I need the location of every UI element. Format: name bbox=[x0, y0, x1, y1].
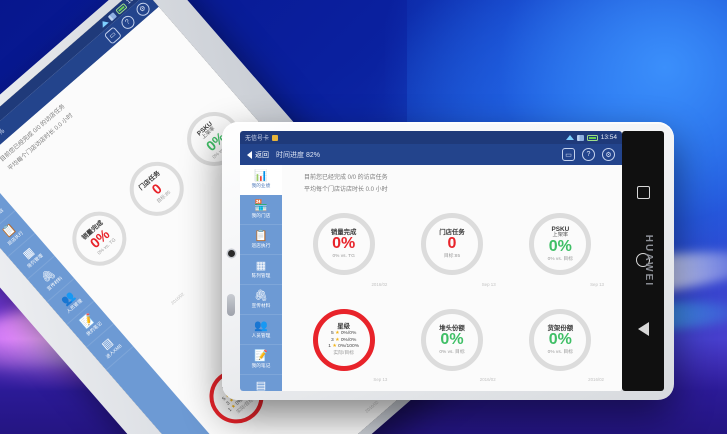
message-icon[interactable]: ▭ bbox=[562, 148, 575, 161]
sidebar-item-0[interactable]: 📊 我的业绩 bbox=[240, 165, 282, 195]
gauge-footer: 0% vs. 目标 bbox=[439, 349, 465, 355]
gauge-footer: 0% vs. 目标 bbox=[547, 349, 573, 355]
gauge-value: 0% bbox=[548, 238, 572, 256]
sidebar-item-1[interactable]: 🏪我的门店 bbox=[240, 195, 282, 225]
gauge-date: 2016/02 bbox=[364, 399, 380, 414]
summary-line-duration: 平均每个门店访店时长 0.0 小时 bbox=[304, 187, 388, 193]
gauge-footer: 目标:85 bbox=[443, 254, 461, 260]
sidebar-item-label: 我的门店 bbox=[251, 212, 271, 218]
store-icon: 🏪 bbox=[254, 199, 268, 212]
back-triangle-icon[interactable] bbox=[637, 321, 649, 336]
gauge-star-row: 5 ★ 0%/0% bbox=[330, 331, 357, 337]
gauge-date: Sep 13 bbox=[373, 377, 388, 382]
gauge-date: 2016/02 bbox=[371, 281, 388, 287]
chart-icon: 📊 bbox=[254, 169, 268, 182]
note-icon: 📝 bbox=[254, 349, 268, 362]
gauge-title: 堆头份额 bbox=[439, 324, 465, 332]
sidebar-item-label: 我的业绩 bbox=[251, 182, 271, 188]
gauge-title: PSKU bbox=[551, 226, 570, 234]
gauge-ring: 销量完成 0% 0% vs. TG bbox=[312, 213, 375, 276]
back-label: 返回 bbox=[255, 151, 269, 159]
card-icon: ▤ bbox=[255, 379, 267, 391]
app-screen-front: 无信号卡 13:54 返回 时间进度 82% ▭ ? ⚙ 📊 我的业绩 🏪 我的门店 📋… bbox=[240, 131, 622, 391]
gauge-star-row: 3 ★ 0%/0% bbox=[330, 337, 357, 343]
main-content: 目前您已经完成 0/0 的访店任务 平均每个门店访店时长 0.0 小时 销量完成… bbox=[282, 165, 622, 391]
gauge-value: 0% bbox=[440, 330, 464, 348]
sidebar-item-6[interactable]: 📝 我的笔记 bbox=[240, 345, 282, 375]
sidebar-item-label: 陈列管理 bbox=[251, 272, 271, 278]
gauge-star-rows: 5 ★ 0%/0%3 ★ 0%/0%1 ★ 0%/100% bbox=[328, 331, 359, 349]
foreground-tablet: 无信号卡 13:54 返回 时间进度 82% ▭ ? ⚙ 📊 我的业绩 🏪 我的门店 📋… bbox=[222, 122, 674, 400]
gauge-title: 货架份额 bbox=[547, 324, 574, 332]
sidebar-item-label: 人员管理 bbox=[251, 332, 271, 338]
gauge-card-0[interactable]: 销量完成 0% 0% vs. TG 2016/02 bbox=[290, 197, 397, 292]
side-port bbox=[227, 294, 235, 317]
gauge-footer: 0% vs. 目标 bbox=[547, 256, 573, 262]
sidebar-item-5[interactable]: 👥 人员管理 bbox=[240, 315, 282, 345]
people-icon: 👥 bbox=[254, 319, 268, 332]
sidebar: 📊我的业绩🏪我的门店📋巡店执行▦陈列管理🖇宣传材料👥人员管理📝我的笔记▤进入XM… bbox=[240, 165, 282, 391]
sidebar-item-2[interactable]: 📋 巡店执行 bbox=[240, 225, 282, 255]
gauge-ring: 门店任务 0 目标:85 bbox=[420, 213, 483, 276]
clipboard-icon: 📋 bbox=[254, 229, 268, 242]
gauge-date: Sep 13 bbox=[481, 281, 496, 287]
carrier-label: 无信号卡 bbox=[245, 136, 270, 142]
gauge-value: 0% bbox=[332, 235, 356, 253]
gauge-date: 2016/02 bbox=[588, 377, 604, 382]
app-bar: 返回 时间进度 82% ▭ ? ⚙ bbox=[240, 144, 622, 165]
app-body: 📊我的业绩🏪我的门店📋巡店执行▦陈列管理🖇宣传材料👥人员管理📝我的笔记▤进入XM… bbox=[240, 165, 622, 391]
sidebar-item-3[interactable]: ▦ 陈列管理 bbox=[240, 255, 282, 285]
sidebar-item-7[interactable]: ▤进入XM8 bbox=[240, 375, 282, 391]
gauge-grid: 销量完成 0% 0% vs. TG 2016/02 门店任务 0 目标:85 Sep 13 PS… bbox=[290, 197, 614, 387]
battery-icon bbox=[586, 134, 598, 141]
brand-logo: HUAWEI bbox=[643, 234, 655, 288]
summary-line-tasks: 目前您已经完成 0/0 的访店任务 bbox=[304, 175, 388, 181]
sidebar-item-label: 宣传材料 bbox=[251, 302, 271, 308]
gauge-star-row: 1 ★ 0%/100% bbox=[328, 343, 360, 349]
navigation-bar bbox=[622, 131, 664, 391]
recent-apps-icon[interactable] bbox=[636, 186, 650, 200]
front-camera-icon bbox=[228, 249, 235, 257]
grid-icon: ▦ bbox=[255, 259, 267, 272]
signal-icon bbox=[576, 134, 584, 141]
gauge-footer: 0% vs. TG bbox=[332, 254, 355, 260]
gauge-footer: 实际/目标 bbox=[333, 350, 354, 356]
clock-label: 13:54 bbox=[600, 134, 617, 141]
gauge-value: 0 bbox=[447, 235, 457, 253]
sidebar-item-label: 巡店执行 bbox=[251, 242, 271, 248]
sidebar-item-4[interactable]: 🖇 宣传材料 bbox=[240, 285, 282, 315]
sim-icon bbox=[272, 134, 279, 141]
back-button[interactable]: 返回 bbox=[247, 150, 269, 160]
gauge-subtitle: 上架率 bbox=[552, 232, 569, 239]
gauge-title: 星级 bbox=[337, 323, 351, 331]
settings-icon[interactable]: ⚙ bbox=[602, 148, 615, 161]
status-bar: 无信号卡 13:54 bbox=[240, 131, 622, 144]
gauge-value: 0% bbox=[548, 330, 572, 348]
attachment-icon: 🖇 bbox=[254, 289, 268, 302]
gauge-date: 2016/02 bbox=[479, 377, 496, 382]
gauge-title: 销量完成 bbox=[330, 229, 357, 237]
sidebar-item-label: 我的笔记 bbox=[251, 362, 271, 368]
gauge-date: Sep 13 bbox=[590, 281, 604, 287]
gauge-title: 门店任务 bbox=[439, 229, 465, 237]
time-progress-label: 时间进度 82% bbox=[276, 151, 320, 159]
help-icon[interactable]: ? bbox=[582, 148, 595, 161]
wifi-icon bbox=[565, 135, 574, 140]
chevron-left-icon bbox=[247, 150, 252, 159]
home-icon[interactable] bbox=[636, 253, 650, 268]
